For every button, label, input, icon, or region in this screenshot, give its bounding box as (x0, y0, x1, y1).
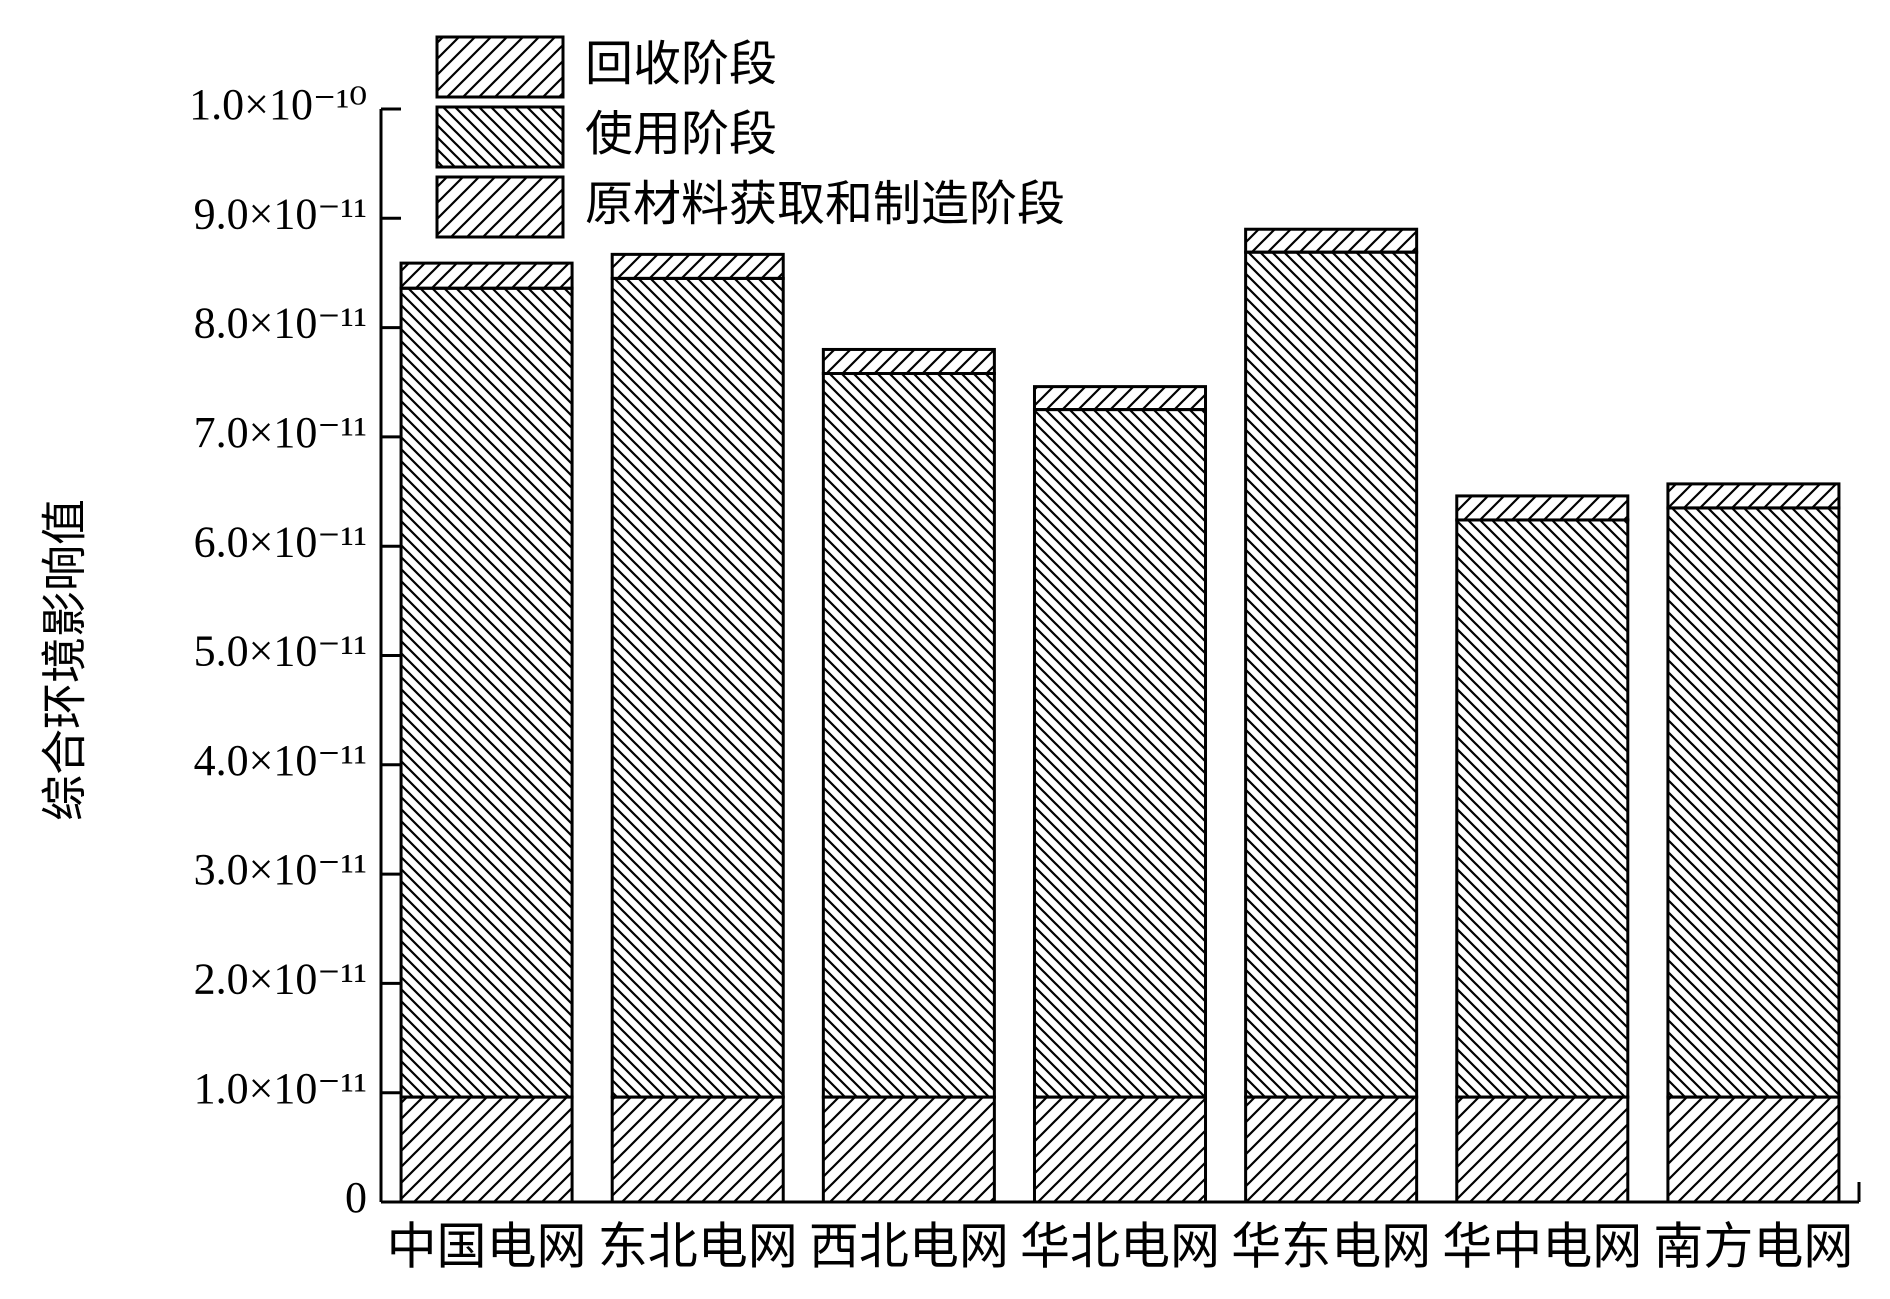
legend-label: 使用阶段 (585, 108, 777, 161)
bar-segment (1244, 250, 1419, 1099)
y-tick-label: 5.0×10⁻¹¹ (194, 627, 367, 676)
bar-segment (1666, 1095, 1841, 1204)
y-tick-label: 1.0×10⁻¹¹ (194, 1064, 367, 1113)
x-tick-label: 中国电网 (387, 1218, 587, 1274)
bar-segment (821, 347, 996, 376)
bar-segment (1666, 506, 1841, 1099)
bar-segment (1455, 494, 1630, 522)
y-tick-label: 8.0×10⁻¹¹ (194, 299, 367, 348)
legend-swatch (435, 35, 565, 99)
bar-segment (1666, 482, 1841, 510)
bar-segment (821, 1095, 996, 1204)
y-tick-label: 1.0×10⁻¹⁰ (189, 80, 367, 129)
bar-segment (1032, 385, 1208, 412)
x-tick-label: 南方电网 (1653, 1218, 1853, 1274)
y-tick-label: 3.0×10⁻¹¹ (194, 845, 367, 894)
x-tick-label: 华东电网 (1231, 1218, 1431, 1274)
bar-segment (1032, 408, 1208, 1099)
bar-segment (1455, 518, 1630, 1099)
x-tick-label: 华中电网 (1442, 1218, 1642, 1274)
bar-segment (399, 286, 574, 1099)
bar-segment (610, 252, 785, 280)
y-tick-label: 4.0×10⁻¹¹ (194, 736, 367, 785)
bar-segment (1032, 1095, 1208, 1204)
y-tick-label: 0 (345, 1173, 367, 1222)
legend-swatch (435, 175, 565, 239)
bar-segment (399, 1095, 574, 1204)
bar-segment (610, 276, 785, 1099)
x-tick-label: 华北电网 (1020, 1218, 1220, 1274)
y-axis-label: 综合环境影响值 (40, 499, 91, 821)
y-tick-label: 6.0×10⁻¹¹ (194, 517, 367, 566)
bar-segment (1244, 1095, 1419, 1204)
bar-segment (610, 1095, 785, 1204)
y-tick-label: 9.0×10⁻¹¹ (194, 189, 367, 238)
legend-label: 原材料获取和制造阶段 (585, 178, 1065, 231)
bar-segment (821, 372, 996, 1099)
bar-segment (1455, 1095, 1630, 1204)
legend-swatch (435, 105, 565, 169)
y-tick-label: 7.0×10⁻¹¹ (194, 408, 367, 457)
x-tick-label: 东北电网 (598, 1218, 798, 1274)
bar-segment (399, 261, 574, 290)
legend-label: 回收阶段 (585, 38, 777, 91)
y-tick-label: 2.0×10⁻¹¹ (194, 954, 367, 1003)
bar-segment (1244, 227, 1419, 254)
x-tick-label: 西北电网 (809, 1218, 1009, 1274)
